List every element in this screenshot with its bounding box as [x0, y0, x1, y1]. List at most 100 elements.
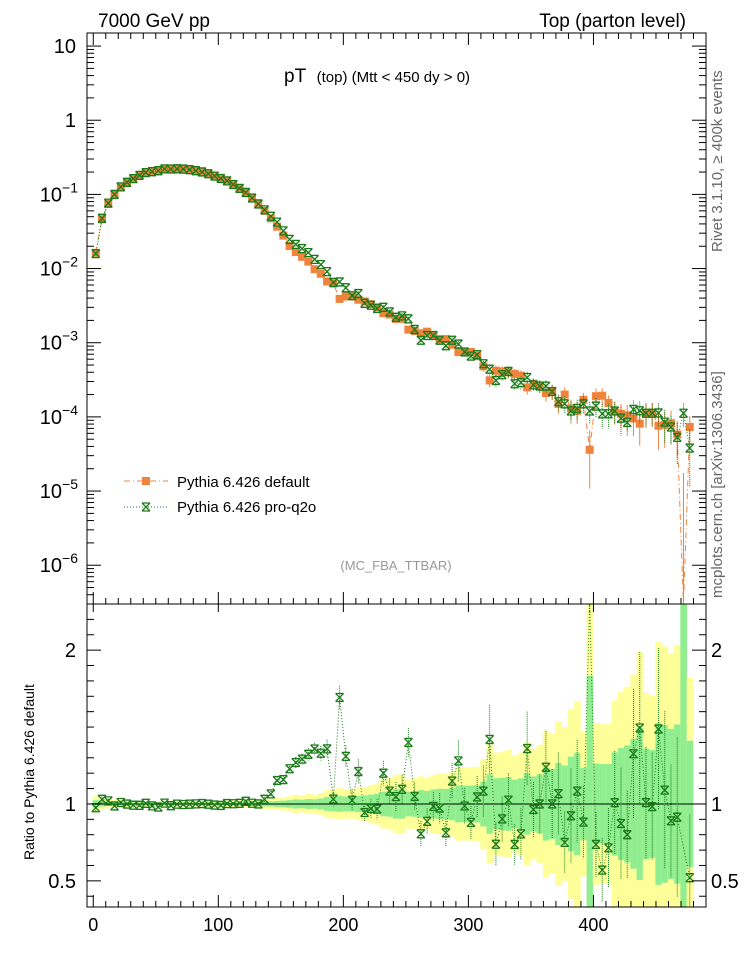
q2o-point-42 [353, 288, 363, 299]
q2o-point-54 [428, 330, 438, 341]
ratio-point-42 [353, 766, 363, 777]
q2o-point-79-shape [585, 406, 595, 416]
ratio-point-2 [103, 796, 113, 806]
ratio-point-18-shape [203, 799, 213, 809]
q2o-point-75 [560, 399, 570, 409]
q2o-point-25-shape [247, 193, 257, 203]
q2o-point-85 [622, 417, 632, 428]
ratio-point-24-shape [241, 796, 251, 806]
q2o-point-50 [403, 314, 413, 324]
q2o-point-89 [647, 408, 657, 418]
default-point-69 [523, 383, 532, 392]
ratio-point-70-shape [528, 804, 538, 815]
q2o-point-51-shape [410, 324, 420, 335]
q2o-point-24-shape [241, 187, 251, 198]
q2o-point-58 [453, 339, 463, 349]
ratio-point-59 [460, 801, 470, 811]
mcplots-label: mcplots.cern.ch [arXiv:1306.3436] [709, 371, 726, 598]
q2o-point-58-shape [453, 339, 463, 349]
q2o-point-92-shape [666, 422, 676, 432]
q2o-point-52-shape [416, 335, 426, 345]
y-tick-label-7: 10−6 [40, 550, 78, 577]
q2o-point-9-shape [147, 167, 157, 177]
q2o-point-29-shape [272, 217, 282, 227]
ratio-point-5-shape [122, 799, 132, 809]
default-point-81 [598, 391, 607, 400]
q2o-point-31-shape [285, 234, 295, 245]
q2o-point-93-shape [672, 432, 682, 442]
ratio-point-30 [278, 774, 288, 785]
q2o-point-49-shape [397, 311, 407, 321]
y-tick-exp-2: −1 [62, 179, 78, 195]
default-point-93 [673, 430, 682, 439]
q2o-point-26-shape [253, 199, 263, 209]
ratio-point-10-shape [153, 802, 163, 812]
ratio-panel-frame [86, 603, 707, 908]
q2o-point-55-shape [435, 335, 445, 345]
q2o-point-41 [347, 291, 357, 301]
ratio-point-45-shape [372, 804, 382, 814]
q2o-point-51 [410, 324, 420, 335]
q2o-point-38-shape [328, 277, 338, 288]
ratio-y-label: Ratio to Pythia 6.426 default [21, 684, 37, 860]
q2o-point-12-shape [166, 164, 176, 174]
ratio-point-63-shape [485, 734, 495, 745]
q2o-point-0 [91, 248, 101, 259]
ratio-point-9-shape [147, 801, 157, 811]
rat-y-label-right-0: 0.5 [711, 871, 739, 893]
ratio-point-82-shape [604, 843, 613, 853]
y-tick-base-3: 10 [40, 259, 62, 281]
ratio-point-16-shape [191, 799, 201, 809]
q2o-point-0-shape [91, 248, 101, 259]
q2o-point-48-shape [391, 312, 401, 322]
q2o-point-21-shape [222, 176, 232, 186]
y-tick-base-5: 10 [40, 407, 62, 429]
legend-star-shape-shape [141, 502, 151, 512]
x-tick-label-3: 300 [453, 915, 483, 935]
ratio-point-75-shape [560, 837, 570, 848]
q2o-point-91 [660, 417, 670, 427]
ratio-point-40-shape [341, 751, 351, 761]
q2o-point-38 [328, 277, 338, 288]
q2o-point-78-shape [578, 399, 588, 409]
default-point-74 [554, 399, 563, 408]
y-tick-exp-4: −3 [62, 328, 78, 344]
q2o-point-48 [391, 312, 401, 322]
default-point-68 [516, 371, 525, 380]
ratio-point-70 [528, 804, 538, 815]
q2o-point-65-shape [497, 370, 507, 380]
ratio-point-32-shape [291, 757, 301, 768]
ratio-point-74 [553, 789, 563, 799]
default-point-75 [560, 390, 569, 399]
default-point-37 [323, 277, 332, 286]
ratio-point-89-shape [647, 801, 657, 812]
ratio-point-10 [153, 802, 163, 812]
ratio-point-1 [97, 794, 107, 804]
q2o-point-95-shape [685, 443, 695, 453]
default-point-39 [335, 294, 344, 303]
q2o-point-59-shape [460, 347, 470, 357]
plot-title-main: pT [284, 66, 307, 87]
q2o-point-1 [97, 213, 107, 223]
y-tick-base-2: 10 [40, 184, 62, 206]
q2o-point-16 [191, 166, 201, 176]
q2o-point-72-shape [541, 381, 551, 391]
ratio-point-4-shape [116, 797, 126, 808]
default-point-27 [260, 206, 269, 215]
y-tick-label-4: 10−3 [40, 328, 78, 355]
q2o-point-64-shape [491, 375, 501, 386]
q2o-point-62 [478, 359, 488, 369]
legend-marker-q2o [141, 502, 151, 512]
q2o-point-68 [516, 377, 526, 388]
ratio-point-22-shape [228, 799, 238, 809]
q2o-point-22-shape [228, 179, 238, 190]
q2o-point-21 [222, 176, 232, 186]
ratio-point-60 [466, 817, 476, 828]
q2o-point-95 [685, 443, 695, 453]
plot-title-sub: (top) (Mtt < 450 dy > 0) [317, 69, 470, 86]
ratio-point-44-shape [366, 803, 376, 814]
ratio-point-81 [597, 865, 607, 875]
q2o-point-19 [210, 171, 220, 181]
q2o-point-27 [260, 205, 270, 215]
